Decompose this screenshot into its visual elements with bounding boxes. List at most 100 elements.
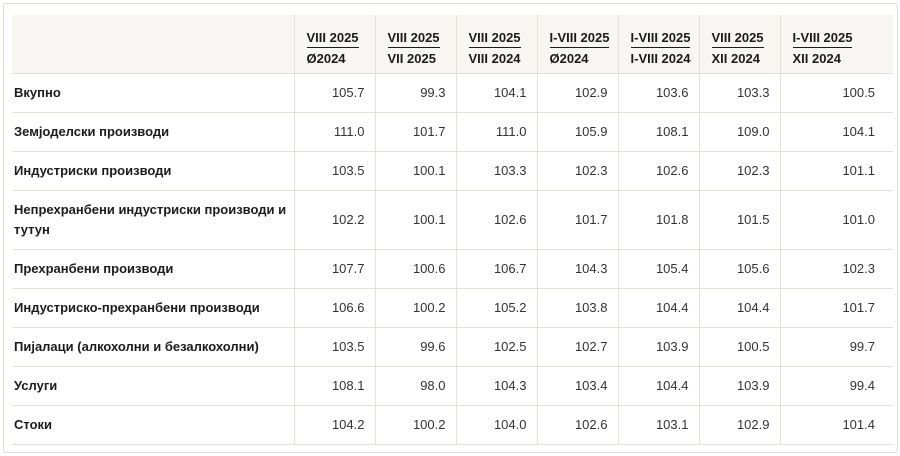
table-cell-value: 102.2 (293, 190, 375, 250)
table-cell-value: 102.6 (617, 151, 699, 191)
table-cell-value: 103.1 (617, 405, 699, 445)
table-row: Индустриско-прехранбени производи 106.6 10… (12, 288, 893, 328)
column-header: I-VIII 2025 I-VIII 2024 (617, 15, 699, 74)
column-header-base: I-VIII 2024 (630, 51, 691, 66)
row-label: Прехранбени производи (12, 249, 294, 289)
table-cell-value: 102.6 (536, 405, 618, 445)
column-header-period: VIII 2025 (711, 29, 764, 48)
table-cell-value: 111.0 (293, 112, 375, 152)
table-cell-value: 99.3 (374, 73, 456, 113)
table-cell-value: 103.6 (617, 73, 699, 113)
table-cell-value: 98.0 (374, 366, 456, 406)
table-cell-value: 101.1 (779, 151, 893, 191)
column-header-base: Ø2024 (549, 51, 589, 66)
header-corner (12, 15, 294, 74)
table-cell-value: 99.6 (374, 327, 456, 367)
table-cell-value: 105.9 (536, 112, 618, 152)
table-cell-value: 100.2 (374, 405, 456, 445)
table-cell-value: 101.7 (536, 190, 618, 250)
column-header: I-VIII 2025 XII 2024 (779, 15, 893, 74)
column-header: I-VIII 2025 Ø2024 (536, 15, 618, 74)
table-cell-value: 106.7 (455, 249, 537, 289)
table-cell-value: 102.7 (536, 327, 618, 367)
table-cell-value: 100.1 (374, 190, 456, 250)
column-header: VIII 2025 VII 2025 (374, 15, 456, 74)
table-row: Пијалаци (алкохолни и безалкохолни) 103.5… (12, 327, 893, 367)
column-header-period: VIII 2025 (387, 29, 440, 48)
table-cell-value: 105.6 (698, 249, 780, 289)
table-row: Индустриски производи 103.5 100.1 103.3 102.… (12, 151, 893, 191)
table-cell-value: 104.1 (455, 73, 537, 113)
row-label: Пијалаци (алкохолни и безалкохолни) (12, 327, 294, 367)
price-index-table: VIII 2025 Ø2024 VIII 2025 VII 2025 VIII 20… (12, 15, 893, 445)
table-cell-value: 100.6 (374, 249, 456, 289)
table-cell-value: 102.3 (779, 249, 893, 289)
table-cell-value: 104.3 (455, 366, 537, 406)
table-cell-value: 108.1 (293, 366, 375, 406)
table-cell-value: 100.5 (698, 327, 780, 367)
column-header: VIII 2025 VIII 2024 (455, 15, 537, 74)
table-cell-value: 103.8 (536, 288, 618, 328)
table-cell-value: 105.7 (293, 73, 375, 113)
table-cell-value: 101.0 (779, 190, 893, 250)
table-cell-value: 100.5 (779, 73, 893, 113)
table-cell-value: 107.7 (293, 249, 375, 289)
table-cell-value: 99.4 (779, 366, 893, 406)
column-header-period: I-VIII 2025 (792, 29, 853, 48)
table-row: Услуги 108.1 98.0 104.3 103.4 104.4 103.9 99.4 (12, 366, 893, 406)
column-header-period: I-VIII 2025 (549, 29, 610, 48)
table-row: Земјоделски производи 111.0 101.7 111.0 105.… (12, 112, 893, 152)
table-cell-value: 103.3 (455, 151, 537, 191)
table-cell-value: 104.4 (617, 288, 699, 328)
table-cell-value: 104.2 (293, 405, 375, 445)
table-cell-value: 109.0 (698, 112, 780, 152)
table-cell-value: 102.6 (455, 190, 537, 250)
table-row: Прехранбени производи 107.7 100.6 106.7 104.… (12, 249, 893, 289)
table-cell-value: 104.4 (617, 366, 699, 406)
table-cell-value: 103.5 (293, 327, 375, 367)
column-header-base: VII 2025 (387, 51, 436, 66)
table-cell-value: 105.4 (617, 249, 699, 289)
row-label: Непрехранбени индустриски производи и ту… (12, 190, 294, 250)
table-cell-value: 101.4 (779, 405, 893, 445)
column-header-base: Ø2024 (306, 51, 346, 66)
table-cell-value: 102.9 (698, 405, 780, 445)
column-header-base: VIII 2024 (468, 51, 521, 66)
table-row: Вкупно 105.7 99.3 104.1 102.9 103.6 103.3 100.5 (12, 73, 893, 113)
row-label: Индустриско-прехранбени производи (12, 288, 294, 328)
table-cell-value: 104.1 (779, 112, 893, 152)
row-label: Услуги (12, 366, 294, 406)
row-label: Вкупно (12, 73, 294, 113)
column-header-period: VIII 2025 (306, 29, 359, 48)
table-cell-value: 106.6 (293, 288, 375, 328)
table-cell-value: 101.8 (617, 190, 699, 250)
table-cell-value: 102.9 (536, 73, 618, 113)
table-cell-value: 103.3 (698, 73, 780, 113)
table-cell-value: 102.3 (536, 151, 618, 191)
table-cell-value: 99.7 (779, 327, 893, 367)
table-cell-value: 100.1 (374, 151, 456, 191)
table-cell-value: 104.4 (698, 288, 780, 328)
row-label: Земјоделски производи (12, 112, 294, 152)
table-cell-value: 103.5 (293, 151, 375, 191)
table-cell-value: 102.5 (455, 327, 537, 367)
column-header-base: XII 2024 (792, 51, 841, 66)
table-body: Вкупно 105.7 99.3 104.1 102.9 103.6 103.3 100.5… (12, 73, 893, 445)
table-cell-value: 103.9 (617, 327, 699, 367)
table-cell-value: 101.7 (374, 112, 456, 152)
table-cell-value: 111.0 (455, 112, 537, 152)
table-cell-value: 104.3 (536, 249, 618, 289)
column-header: VIII 2025 XII 2024 (698, 15, 780, 74)
table-cell-value: 105.2 (455, 288, 537, 328)
header-row: VIII 2025 Ø2024 VIII 2025 VII 2025 VIII 20… (12, 15, 893, 74)
column-header-period: I-VIII 2025 (630, 29, 691, 48)
table-cell-value: 102.3 (698, 151, 780, 191)
column-header: VIII 2025 Ø2024 (293, 15, 375, 74)
column-header-base: XII 2024 (711, 51, 760, 66)
table-cell-value: 101.5 (698, 190, 780, 250)
table-cell-value: 103.4 (536, 366, 618, 406)
table-row: Стоки 104.2 100.2 104.0 102.6 103.1 102.9 101.4 (12, 405, 893, 445)
table-cell-value: 100.2 (374, 288, 456, 328)
table-cell-value: 104.0 (455, 405, 537, 445)
table-cell-value: 108.1 (617, 112, 699, 152)
